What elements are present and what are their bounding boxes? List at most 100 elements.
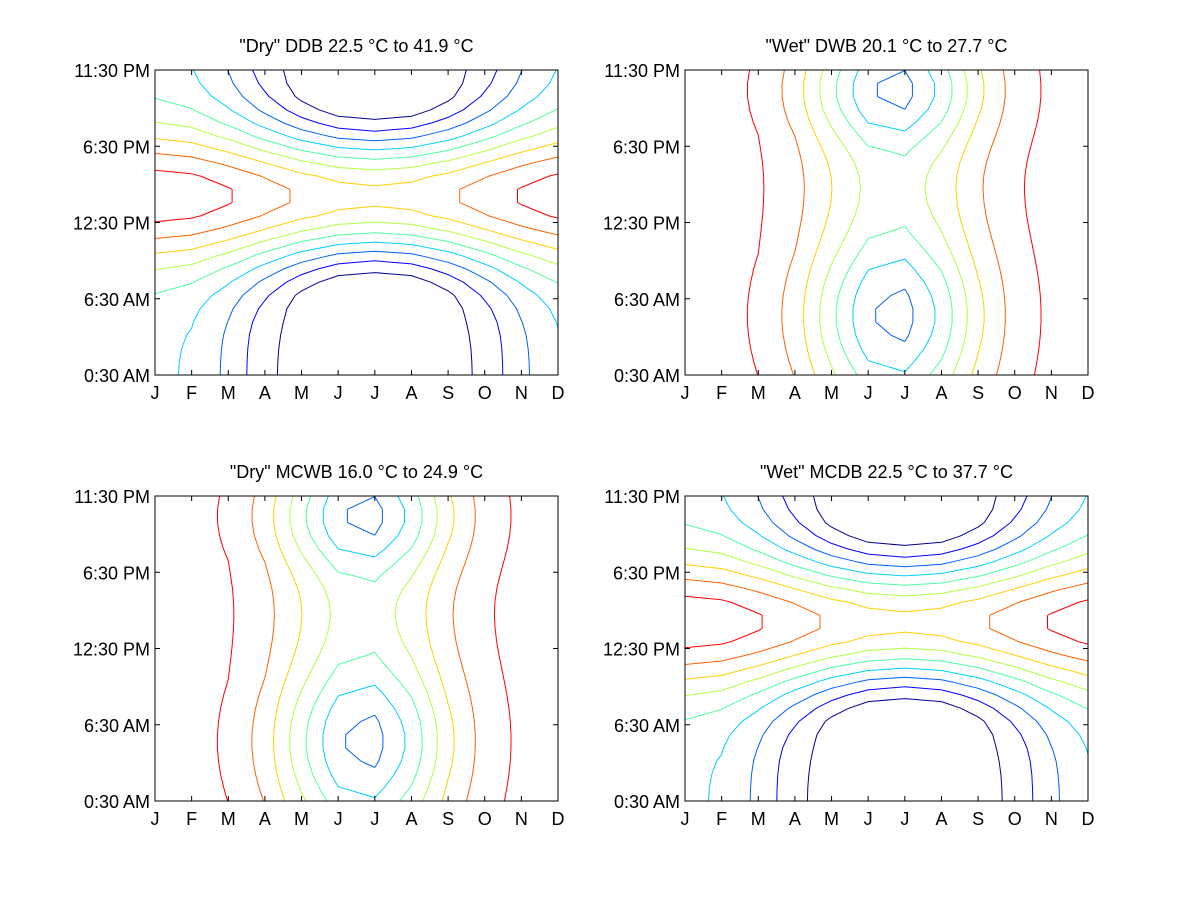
x-tick-label: N [1045, 809, 1058, 829]
y-tick-label: 12:30 PM [73, 640, 150, 660]
contour-lines [216, 496, 512, 801]
contour-level-3 [177, 70, 558, 375]
contour-level-7 [685, 578, 1088, 665]
y-tick-label: 6:30 AM [84, 290, 150, 310]
x-tick-label: A [789, 809, 801, 829]
y-tick-label: 6:30 AM [84, 716, 150, 736]
x-tick-label: S [442, 383, 454, 403]
y-tick-label: 11:30 PM [74, 487, 150, 507]
contour-level-8 [155, 169, 558, 223]
x-tick-label: O [1008, 809, 1022, 829]
x-tick-label: M [294, 809, 309, 829]
contour-panel: "Wet" DWB 20.1 °C to 27.7 °C J F M A M J J A S O N D… [603, 36, 1095, 403]
x-tick-label: J [681, 383, 690, 403]
contour-level-2 [219, 70, 530, 375]
x-tick-label: M [221, 383, 236, 403]
x-tick-label: A [405, 383, 417, 403]
x-tick-label: J [334, 383, 343, 403]
y-tick-label: 11:30 PM [604, 61, 680, 81]
contour-lines [155, 70, 558, 375]
y-tick-label: 12:30 PM [603, 640, 680, 660]
x-tick-label: J [370, 809, 379, 829]
y-tick-label: 6:30 AM [614, 290, 680, 310]
y-tick-label: 12:30 PM [603, 214, 680, 234]
contour-lines [685, 496, 1088, 801]
contour-level-6 [273, 496, 455, 801]
x-tick-label: J [900, 809, 909, 829]
x-tick-label: J [151, 809, 160, 829]
contour-level-8 [746, 70, 1042, 375]
x-tick-label: F [186, 383, 197, 403]
x-tick-label: N [515, 383, 528, 403]
contour-level-6 [685, 564, 1088, 680]
y-tick-label: 0:30 AM [84, 366, 150, 386]
y-tick-label: 6:30 AM [614, 716, 680, 736]
contour-panel: "Dry" DDB 22.5 °C to 41.9 °C J F M A M J J A S O N D… [73, 36, 565, 403]
x-tick-label: J [864, 809, 873, 829]
contour-level-2 [345, 496, 384, 768]
x-tick-label: N [1045, 383, 1058, 403]
x-tick-label: D [1082, 383, 1095, 403]
x-tick-label: O [478, 383, 492, 403]
x-tick-label: J [681, 809, 690, 829]
x-tick-label: S [972, 383, 984, 403]
panel-title: "Wet" MCDB 22.5 °C to 37.7 °C [760, 462, 1013, 482]
x-tick-label: M [824, 383, 839, 403]
contour-level-1 [776, 496, 1034, 801]
x-tick-label: D [552, 809, 565, 829]
x-tick-label: A [259, 809, 271, 829]
contour-level-3 [322, 496, 406, 799]
contour-level-8 [685, 595, 1088, 649]
contour-level-6 [803, 70, 985, 375]
contour-level-7 [155, 152, 558, 239]
contour-level-6 [155, 138, 558, 254]
y-tick-label: 0:30 AM [614, 792, 680, 812]
x-tick-label: J [151, 383, 160, 403]
contour-level-0 [276, 70, 473, 375]
x-tick-label: A [789, 383, 801, 403]
x-tick-label: A [935, 383, 947, 403]
x-tick-label: M [221, 809, 236, 829]
x-tick-label: A [935, 809, 947, 829]
y-tick-label: 0:30 AM [84, 792, 150, 812]
contour-level-3 [852, 70, 936, 373]
x-tick-label: M [294, 383, 309, 403]
contour-level-4 [155, 97, 558, 295]
y-tick-label: 11:30 PM [74, 61, 150, 81]
y-tick-label: 11:30 PM [604, 487, 680, 507]
x-tick-label: M [824, 809, 839, 829]
y-tick-label: 12:30 PM [73, 214, 150, 234]
y-tick-label: 6:30 PM [613, 137, 680, 157]
contour-level-2 [749, 496, 1060, 801]
contour-level-7 [781, 70, 1006, 375]
contour-panel: "Dry" MCWB 16.0 °C to 24.9 °C J F M A M J J A S O N… [73, 462, 565, 829]
x-tick-label: O [478, 809, 492, 829]
panel-title: "Dry" DDB 22.5 °C to 41.9 °C [239, 36, 473, 56]
y-tick-label: 6:30 PM [613, 563, 680, 583]
contour-level-4 [305, 496, 423, 801]
x-tick-label: F [716, 383, 727, 403]
contour-level-5 [155, 121, 558, 271]
contour-panel: "Wet" MCDB 22.5 °C to 37.7 °C J F M A M J J A S O N… [603, 462, 1095, 829]
contour-level-4 [685, 523, 1088, 721]
x-tick-label: A [259, 383, 271, 403]
x-tick-label: J [334, 809, 343, 829]
contour-level-1 [246, 70, 504, 375]
contour-level-5 [819, 70, 968, 375]
contour-level-8 [216, 496, 512, 801]
y-tick-label: 6:30 PM [83, 563, 150, 583]
contour-level-3 [707, 496, 1088, 801]
x-tick-label: M [751, 383, 766, 403]
x-tick-label: D [552, 383, 565, 403]
x-tick-label: M [751, 809, 766, 829]
contour-level-0 [806, 496, 1003, 801]
x-tick-label: A [405, 809, 417, 829]
x-tick-label: D [1082, 809, 1095, 829]
panel-title: "Dry" MCWB 16.0 °C to 24.9 °C [230, 462, 483, 482]
contour-level-5 [685, 547, 1088, 697]
contour-lines [746, 70, 1042, 375]
contour-level-7 [251, 496, 476, 801]
x-tick-label: N [515, 809, 528, 829]
